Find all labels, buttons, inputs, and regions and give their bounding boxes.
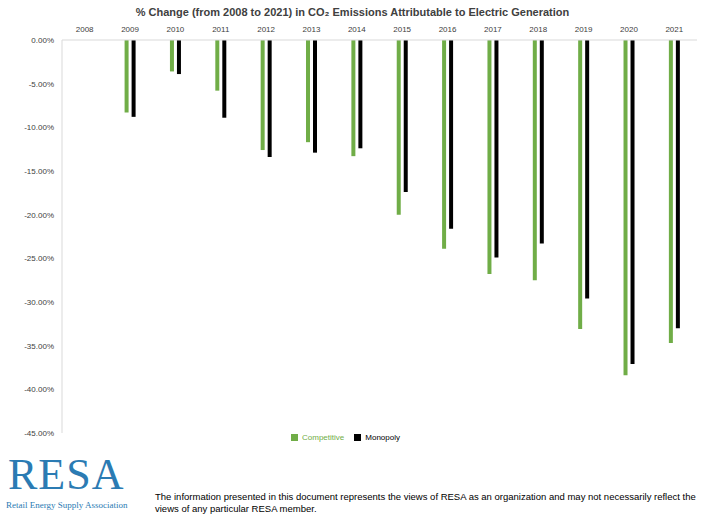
svg-text:2014: 2014 <box>348 25 366 34</box>
html-text:Retail Energy Supply Associati: Retail Energy Supply Association <box>6 500 128 510</box>
svg-text:-10.00%: -10.00% <box>24 123 54 132</box>
svg-text:-20.00%: -20.00% <box>24 211 54 220</box>
svg-text:2010: 2010 <box>166 25 184 34</box>
svg-text:2019: 2019 <box>575 25 593 34</box>
svg-text:2020: 2020 <box>620 25 638 34</box>
svg-text:2021: 2021 <box>665 25 683 34</box>
svg-text:2016: 2016 <box>439 25 457 34</box>
svg-text:2018: 2018 <box>529 25 547 34</box>
svg-text:2017: 2017 <box>484 25 502 34</box>
svg-text:-15.00%: -15.00% <box>24 167 54 176</box>
svg-text:2009: 2009 <box>121 25 139 34</box>
svg-text:-40.00%: -40.00% <box>24 385 54 394</box>
svg-text:2012: 2012 <box>257 25 275 34</box>
svg-text:-45.00%: -45.00% <box>24 429 54 438</box>
html-text:RESA: RESA <box>8 450 125 499</box>
svg-text:-5.00%: -5.00% <box>29 80 54 89</box>
svg-text:2013: 2013 <box>303 25 321 34</box>
svg-text:0.00%: 0.00% <box>31 36 54 45</box>
svg-text:-25.00%: -25.00% <box>24 254 54 263</box>
svg-text:2011: 2011 <box>212 25 230 34</box>
svg-text:2008: 2008 <box>76 25 94 34</box>
html-text:The information presented in t: The information presented in this docume… <box>155 491 696 514</box>
svg-text:-30.00%: -30.00% <box>24 298 54 307</box>
svg-text:-35.00%: -35.00% <box>24 342 54 351</box>
svg-text:2015: 2015 <box>393 25 411 34</box>
html-text:Competitive: Competitive <box>302 433 345 442</box>
html-text:Monopoly: Monopoly <box>365 433 400 442</box>
html-text:% Change (from 2008 to 2021) i: % Change (from 2008 to 2021) in CO₂ Emis… <box>135 6 570 18</box>
